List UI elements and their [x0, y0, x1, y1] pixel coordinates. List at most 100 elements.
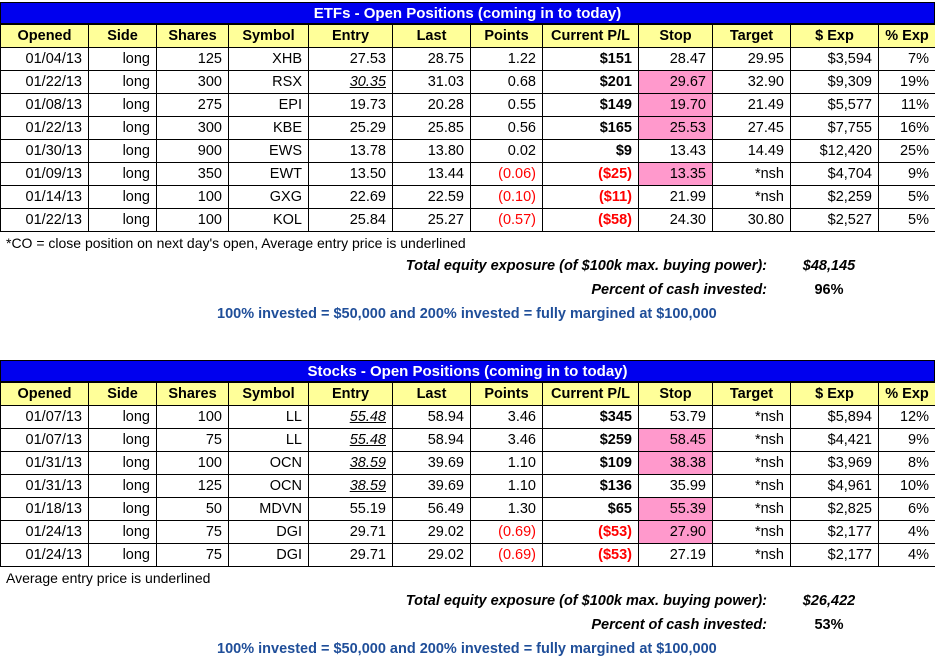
etf-note: *CO = close position on next day's open,… [6, 235, 466, 251]
symbol-cell: KOL [228, 208, 309, 232]
stocks-percent-label: Percent of cash invested: [591, 617, 767, 633]
last-cell: 58.94 [392, 405, 471, 429]
stop-cell: 13.35 [638, 162, 713, 186]
column-header: Points [470, 24, 543, 48]
pl-cell: ($58) [542, 208, 639, 232]
pexp-cell: 10% [878, 474, 935, 498]
symbol-cell: GXG [228, 185, 309, 209]
shares-cell: 300 [156, 70, 229, 94]
etf-total-value: $48,145 [802, 258, 856, 274]
pl-cell: $9 [542, 139, 639, 163]
shares-cell: 75 [156, 520, 229, 544]
entry-cell: 22.69 [308, 185, 393, 209]
shares-cell: 75 [156, 543, 229, 567]
last-cell: 56.49 [392, 497, 471, 521]
stop-cell: 55.39 [638, 497, 713, 521]
shares-cell: 300 [156, 116, 229, 140]
opened-cell: 01/08/13 [0, 93, 89, 117]
stocks-note: Average entry price is underlined [6, 570, 211, 586]
side-cell: long [88, 543, 157, 567]
column-header: $ Exp [790, 24, 879, 48]
opened-cell: 01/07/13 [0, 428, 89, 452]
target-cell: 29.95 [712, 47, 791, 71]
points-cell: 3.46 [470, 405, 543, 429]
last-cell: 28.75 [392, 47, 471, 71]
target-cell: 27.45 [712, 116, 791, 140]
exp-cell: $2,527 [790, 208, 879, 232]
last-cell: 20.28 [392, 93, 471, 117]
column-header: Stop [638, 382, 713, 406]
pl-cell: $345 [542, 405, 639, 429]
side-cell: long [88, 451, 157, 475]
points-cell: (0.10) [470, 185, 543, 209]
symbol-cell: DGI [228, 520, 309, 544]
target-cell: 21.49 [712, 93, 791, 117]
entry-cell: 55.48 [308, 428, 393, 452]
symbol-cell: KBE [228, 116, 309, 140]
stocks-total-label: Total equity exposure (of $100k max. buy… [405, 593, 767, 609]
shares-cell: 100 [156, 451, 229, 475]
stop-cell: 24.30 [638, 208, 713, 232]
entry-underlined: 38.59 [349, 455, 386, 471]
points-cell: (0.57) [470, 208, 543, 232]
target-cell: 32.90 [712, 70, 791, 94]
entry-cell: 13.50 [308, 162, 393, 186]
column-header: Symbol [228, 24, 309, 48]
last-cell: 25.27 [392, 208, 471, 232]
side-cell: long [88, 474, 157, 498]
pexp-cell: 7% [878, 47, 935, 71]
table-row: 01/22/13 long 100 KOL 25.84 25.27 (0.57) ($58) 2… [0, 208, 935, 232]
column-header: % Exp [878, 24, 935, 48]
table-row: 01/08/13 long 275 EPI 19.73 20.28 0.55 $149 19.7… [0, 93, 935, 117]
points-cell: 1.30 [470, 497, 543, 521]
entry-cell: 55.48 [308, 405, 393, 429]
table-row: 01/07/13 long 100 LL 55.48 58.94 3.46 $345 53.79… [0, 405, 935, 429]
opened-cell: 01/22/13 [0, 70, 89, 94]
pl-cell: ($25) [542, 162, 639, 186]
column-header: Entry [308, 24, 393, 48]
table-row: 01/14/13 long 100 GXG 22.69 22.59 (0.10) ($11) 2… [0, 185, 935, 209]
column-header: Entry [308, 382, 393, 406]
points-cell: 1.10 [470, 474, 543, 498]
shares-cell: 350 [156, 162, 229, 186]
opened-cell: 01/31/13 [0, 474, 89, 498]
side-cell: long [88, 405, 157, 429]
entry-cell: 13.78 [308, 139, 393, 163]
etf-table-body: 01/04/13 long 125 XHB 27.53 28.75 1.22 $151 28.4… [0, 47, 935, 232]
symbol-cell: OCN [228, 474, 309, 498]
stocks-percent-row: Percent of cash invested: 53% [0, 613, 935, 637]
entry-cell: 38.59 [308, 474, 393, 498]
exp-cell: $3,594 [790, 47, 879, 71]
pl-cell: ($11) [542, 185, 639, 209]
opened-cell: 01/07/13 [0, 405, 89, 429]
symbol-cell: XHB [228, 47, 309, 71]
points-cell: 1.10 [470, 451, 543, 475]
stocks-header-row: Opened Side Shares Symbol Entry Last Points Cur… [0, 382, 935, 406]
opened-cell: 01/04/13 [0, 47, 89, 71]
stop-cell: 25.53 [638, 116, 713, 140]
exp-cell: $4,704 [790, 162, 879, 186]
column-header: Opened [0, 382, 89, 406]
exp-cell: $7,755 [790, 116, 879, 140]
pl-cell: $259 [542, 428, 639, 452]
etf-title: ETFs - Open Positions (coming in to toda… [0, 2, 935, 24]
table-row: 01/18/13 long 50 MDVN 55.19 56.49 1.30 $65 55.39… [0, 497, 935, 521]
side-cell: long [88, 70, 157, 94]
side-cell: long [88, 428, 157, 452]
table-row: 01/22/13 long 300 RSX 30.35 31.03 0.68 $201 29.6… [0, 70, 935, 94]
column-header: Current P/L [542, 24, 639, 48]
shares-cell: 100 [156, 185, 229, 209]
pexp-cell: 5% [878, 185, 935, 209]
points-cell: 0.56 [470, 116, 543, 140]
entry-cell: 29.71 [308, 543, 393, 567]
opened-cell: 01/22/13 [0, 116, 89, 140]
points-cell: 0.02 [470, 139, 543, 163]
shares-cell: 125 [156, 47, 229, 71]
pl-cell: ($53) [542, 520, 639, 544]
pl-cell: $151 [542, 47, 639, 71]
entry-cell: 25.84 [308, 208, 393, 232]
etf-table: Opened Side Shares Symbol Entry Last Points Cur… [0, 24, 935, 232]
etf-footer: 100% invested = $50,000 and 200% investe… [217, 306, 717, 322]
stop-cell: 35.99 [638, 474, 713, 498]
target-cell: *nsh [712, 428, 791, 452]
